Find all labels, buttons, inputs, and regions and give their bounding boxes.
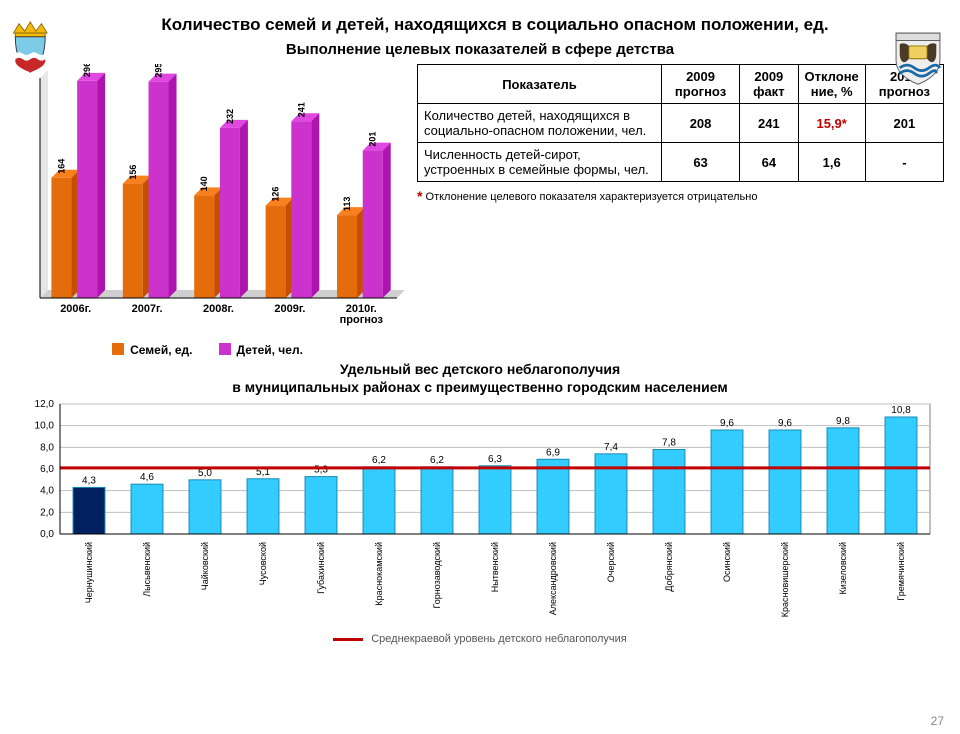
svg-text:Чайковский: Чайковский [200, 542, 210, 590]
svg-text:Губахинский: Губахинский [316, 542, 326, 594]
section-title: Удельный вес детского неблагополучия в м… [0, 361, 960, 396]
svg-text:0,0: 0,0 [40, 529, 54, 540]
page-subtitle: Выполнение целевых показателей в сфере д… [0, 41, 960, 58]
svg-text:Красновишерский: Красновишерский [780, 542, 790, 617]
svg-text:2007г.: 2007г. [132, 303, 163, 315]
svg-text:4,0: 4,0 [40, 486, 54, 497]
svg-text:Горнозаводский: Горнозаводский [432, 542, 442, 609]
svg-text:2,0: 2,0 [40, 508, 54, 519]
svg-text:7,4: 7,4 [604, 442, 618, 453]
svg-text:140: 140 [199, 177, 209, 192]
svg-text:Добрянский: Добрянский [664, 542, 674, 592]
svg-text:12,0: 12,0 [35, 399, 55, 410]
svg-text:2006г.: 2006г. [60, 303, 91, 315]
grouped-bar-chart: 164 296 2006г. 156 295 2007г. 140 232 2008г. 126 2… [10, 64, 405, 357]
crest-right [890, 24, 946, 88]
svg-text:7,8: 7,8 [662, 438, 676, 449]
svg-text:6,2: 6,2 [372, 455, 386, 466]
svg-text:Нытвенский: Нытвенский [490, 542, 500, 592]
svg-text:8,0: 8,0 [40, 443, 54, 454]
svg-text:9,6: 9,6 [720, 418, 734, 429]
svg-text:201: 201 [368, 132, 378, 147]
svg-text:Александровский: Александровский [548, 542, 558, 615]
table-footnote: * Отклонение целевого показателя характе… [417, 188, 944, 204]
svg-text:4,3: 4,3 [82, 476, 96, 487]
page-title: Количество семей и детей, находящихся в … [70, 14, 920, 35]
svg-text:4,6: 4,6 [140, 472, 154, 483]
legend-line-swatch [333, 638, 363, 641]
svg-text:5,3: 5,3 [314, 465, 328, 476]
district-bar-chart: 0,0 2,0 4,0 6,0 8,0 10,0 12,0 4,3 Чернушинский 4,… [20, 398, 940, 645]
svg-text:6,3: 6,3 [488, 454, 502, 465]
svg-text:5,0: 5,0 [198, 468, 212, 479]
svg-text:Очерский: Очерский [606, 542, 616, 582]
svg-text:6,0: 6,0 [40, 464, 54, 475]
indicator-table: Показатель2009 прогноз2009 фактОтклонени… [417, 64, 944, 204]
svg-text:241: 241 [296, 102, 306, 117]
svg-text:Лысьвенский: Лысьвенский [142, 542, 152, 597]
svg-text:10,0: 10,0 [35, 421, 55, 432]
svg-text:232: 232 [225, 109, 235, 124]
svg-text:Краснокамский: Краснокамский [374, 542, 384, 606]
svg-text:прогноз: прогноз [340, 314, 384, 326]
svg-text:295: 295 [154, 64, 164, 78]
svg-text:9,8: 9,8 [836, 416, 850, 427]
page-number: 27 [931, 714, 944, 728]
svg-text:6,9: 6,9 [546, 448, 560, 459]
legend-line-label: Среднекраевой уровень детского неблагопо… [371, 633, 627, 645]
svg-text:2008г.: 2008г. [203, 303, 234, 315]
svg-text:Осинский: Осинский [722, 542, 732, 582]
svg-text:Чусовской: Чусовской [258, 542, 268, 585]
svg-text:126: 126 [271, 187, 281, 202]
svg-text:Кизеловский: Кизеловский [838, 542, 848, 595]
svg-text:2009г.: 2009г. [274, 303, 305, 315]
svg-text:9,6: 9,6 [778, 418, 792, 429]
svg-text:Чернушинский: Чернушинский [84, 542, 94, 603]
svg-text:296: 296 [82, 64, 92, 77]
svg-text:156: 156 [128, 165, 138, 180]
svg-text:10,8: 10,8 [891, 405, 911, 416]
crest-left [6, 20, 62, 76]
svg-text:6,2: 6,2 [430, 455, 444, 466]
svg-text:113: 113 [342, 197, 352, 212]
svg-text:Гремячинский: Гремячинский [896, 542, 906, 601]
svg-text:164: 164 [56, 159, 66, 174]
